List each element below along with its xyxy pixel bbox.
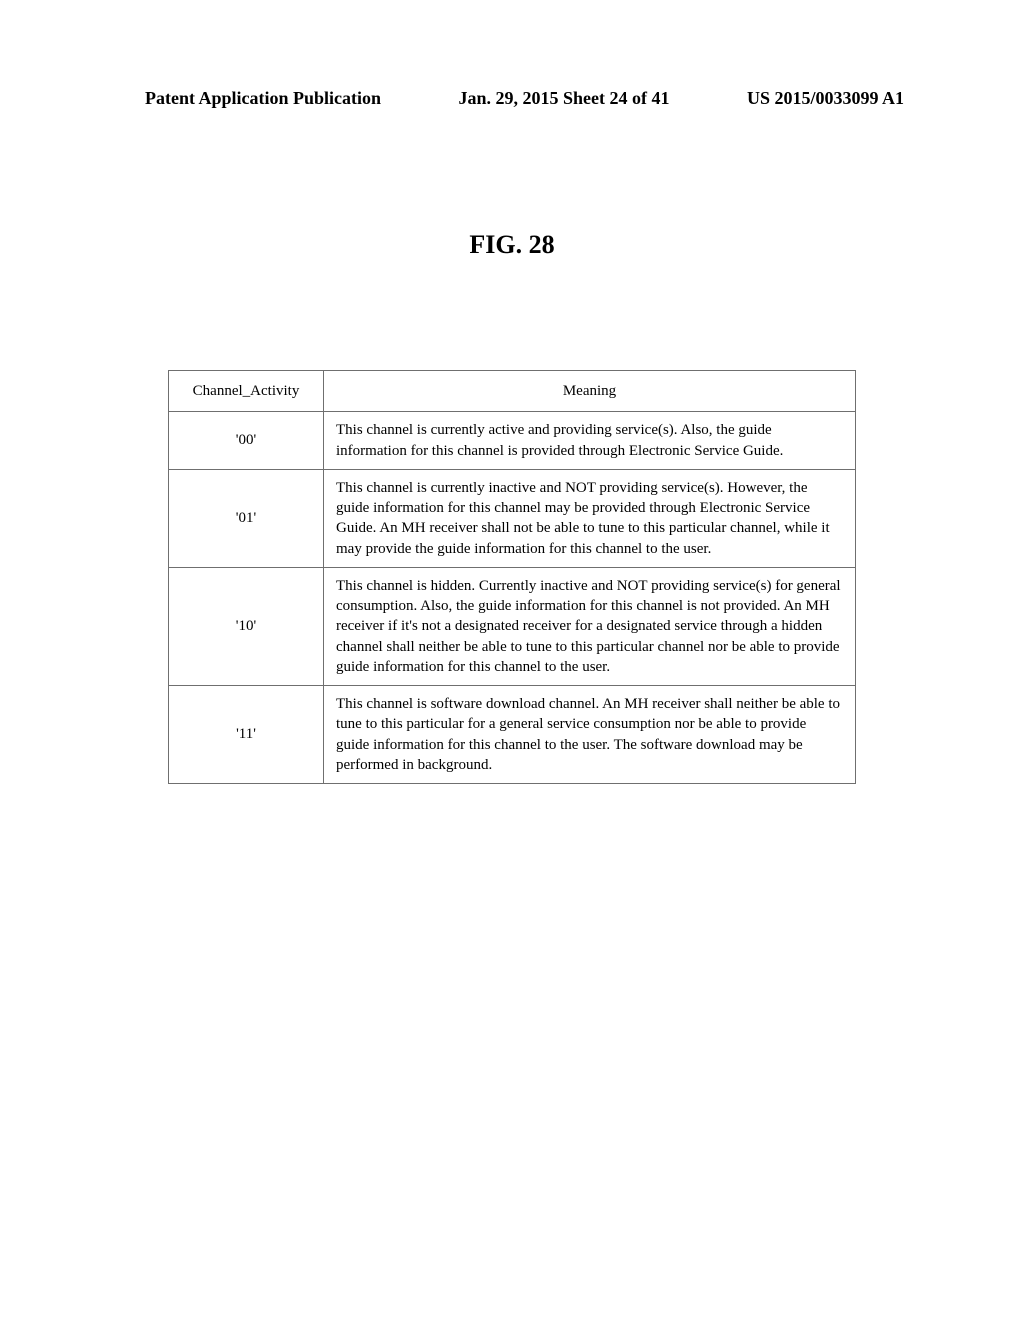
cell-meaning: This channel is currently inactive and N…	[324, 469, 856, 567]
cell-activity: '00'	[169, 412, 324, 470]
col-header-activity: Channel_Activity	[169, 371, 324, 412]
channel-activity-table-wrap: Channel_Activity Meaning '00' This chann…	[168, 370, 856, 784]
header-publication: Patent Application Publication	[145, 88, 381, 109]
table-header-row: Channel_Activity Meaning	[169, 371, 856, 412]
cell-meaning: This channel is currently active and pro…	[324, 412, 856, 470]
channel-activity-table: Channel_Activity Meaning '00' This chann…	[168, 370, 856, 784]
table-row: '00' This channel is currently active an…	[169, 412, 856, 470]
table-row: '11' This channel is software download c…	[169, 686, 856, 784]
figure-label: FIG. 28	[0, 230, 1024, 260]
col-header-meaning: Meaning	[324, 371, 856, 412]
header-date-sheet: Jan. 29, 2015 Sheet 24 of 41	[459, 88, 670, 109]
page-header: Patent Application Publication Jan. 29, …	[0, 88, 1024, 109]
cell-activity: '10'	[169, 567, 324, 685]
table-row: '10' This channel is hidden. Currently i…	[169, 567, 856, 685]
cell-meaning: This channel is hidden. Currently inacti…	[324, 567, 856, 685]
cell-meaning: This channel is software download channe…	[324, 686, 856, 784]
header-patent-number: US 2015/0033099 A1	[747, 88, 904, 109]
cell-activity: '11'	[169, 686, 324, 784]
table-row: '01' This channel is currently inactive …	[169, 469, 856, 567]
cell-activity: '01'	[169, 469, 324, 567]
